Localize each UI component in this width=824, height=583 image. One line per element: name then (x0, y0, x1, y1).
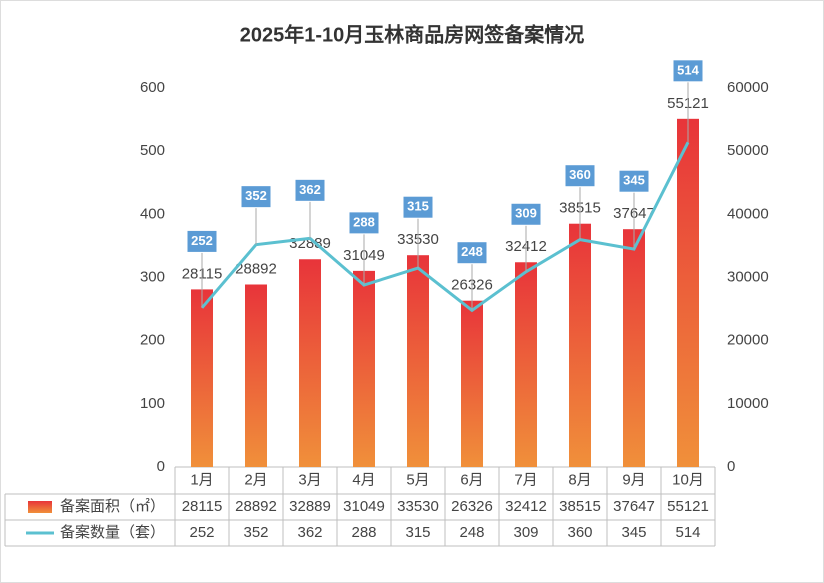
y2-tick-label: 20000 (727, 332, 769, 349)
value-box (186, 229, 218, 253)
value-box (510, 202, 542, 226)
value-box (402, 195, 434, 219)
bar (623, 229, 645, 467)
x-tick-label: 2月 (244, 471, 267, 488)
line-value-label: 352 (245, 188, 267, 203)
y-tick-label: 600 (140, 79, 165, 96)
table-cell: 33530 (397, 498, 439, 515)
y2-tick-label: 60000 (727, 79, 769, 96)
x-tick-label: 8月 (568, 471, 591, 488)
line-value-label: 345 (623, 173, 645, 188)
legend-icon (28, 501, 52, 513)
x-tick-label: 7月 (514, 471, 537, 488)
line-value-label: 252 (191, 233, 213, 248)
table-cell: 31049 (343, 498, 385, 515)
table-cell: 309 (513, 524, 538, 541)
line-value-label: 362 (299, 182, 321, 197)
table-cell: 32412 (505, 498, 547, 515)
bar (245, 284, 267, 467)
value-box (294, 178, 326, 202)
value-box (240, 185, 272, 209)
chart-title: 2025年1-10月玉林商品房网签备案情况 (240, 22, 585, 46)
bar-value-label: 28892 (235, 260, 277, 277)
x-tick-label: 6月 (460, 471, 483, 488)
legend-label: 备案数量（套） (60, 523, 165, 541)
bar (515, 262, 537, 467)
table-cell: 26326 (451, 498, 493, 515)
table-cell: 288 (351, 524, 376, 541)
table-cell: 315 (405, 524, 430, 541)
table-cell: 252 (189, 524, 214, 541)
x-tick-label: 10月 (672, 471, 704, 488)
y2-tick-label: 30000 (727, 268, 769, 285)
line-value-label: 514 (677, 62, 699, 77)
table-cell: 352 (243, 524, 268, 541)
line (200, 141, 690, 313)
bar (353, 270, 375, 467)
line-value-label: 288 (353, 214, 375, 229)
y-tick-label: 200 (140, 332, 165, 349)
table-cell: 360 (567, 524, 592, 541)
table-cell: 514 (675, 524, 700, 541)
table-cell: 37647 (613, 498, 655, 515)
table-cell: 362 (297, 524, 322, 541)
y-tick-label: 300 (140, 268, 165, 285)
bar (461, 300, 483, 467)
bar (407, 255, 429, 467)
y-tick-label: 0 (157, 458, 165, 475)
y2-tick-label: 10000 (727, 395, 769, 412)
value-box (348, 211, 380, 235)
x-tick-label: 9月 (622, 471, 645, 488)
bar (677, 118, 699, 467)
y2-tick-label: 50000 (727, 142, 769, 159)
table-cell: 28115 (182, 498, 223, 515)
x-tick-label: 4月 (352, 471, 375, 488)
line-value-label: 248 (461, 244, 483, 259)
line-value-label: 315 (407, 199, 429, 214)
value-box (672, 59, 704, 83)
line-value-label: 360 (569, 167, 591, 182)
table-cell: 32889 (289, 498, 331, 515)
x-tick-label: 5月 (406, 471, 429, 488)
bar (569, 223, 591, 467)
bar (299, 259, 321, 467)
table-cell: 38515 (559, 498, 601, 515)
line-value-label: 309 (515, 206, 537, 221)
x-tick-label: 1月 (190, 471, 213, 488)
bar (191, 289, 213, 467)
y2-tick-label: 0 (727, 458, 735, 475)
legend-label: 备案面积（㎡） (60, 497, 165, 515)
table-cell: 345 (621, 524, 646, 541)
table-cell: 248 (459, 524, 484, 541)
value-box (618, 169, 650, 193)
x-tick-label: 3月 (298, 471, 321, 488)
y-tick-label: 100 (140, 395, 165, 412)
y-tick-label: 400 (140, 205, 165, 222)
y2-tick-label: 40000 (727, 205, 769, 222)
value-box (456, 241, 488, 265)
table-cell: 55121 (667, 498, 709, 515)
value-box (564, 164, 596, 188)
y-tick-label: 500 (140, 142, 165, 159)
table-cell: 28892 (235, 498, 277, 515)
